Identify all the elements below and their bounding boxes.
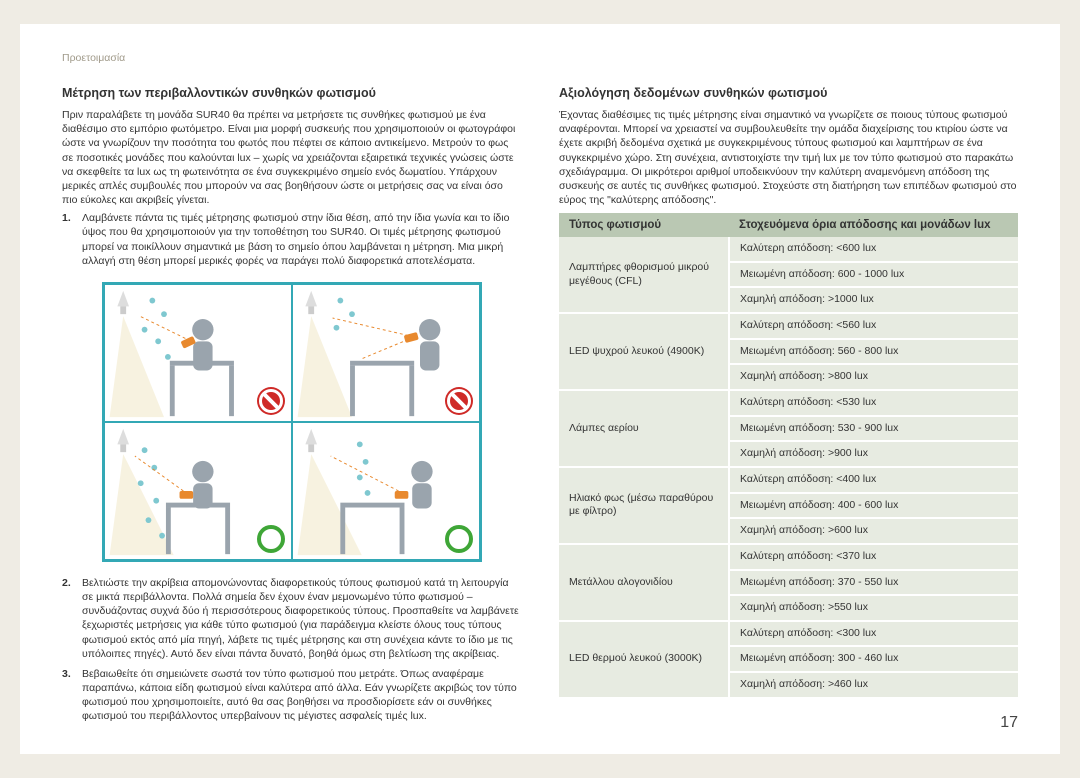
table-header-row: Τύπος φωτισμού Στοχευόμενα όρια απόδοσης… [559, 213, 1018, 237]
cell-range: Χαμηλή απόδοση: >600 lux [729, 518, 1018, 544]
list-item: 2. Βελτιώστε την ακρίβεια απομονώνοντας … [62, 576, 521, 661]
table-row: Λαμπτήρες φθορισμού μικρού μεγέθους (CFL… [559, 237, 1018, 262]
page: Προετοιμασία Μέτρηση των περιβαλλοντικών… [20, 24, 1060, 754]
approved-icon [445, 525, 473, 553]
cell-range: Καλύτερη απόδοση: <400 lux [729, 467, 1018, 493]
prohibited-icon [257, 387, 285, 415]
lux-table: Τύπος φωτισμού Στοχευόμενα όρια απόδοσης… [559, 213, 1018, 699]
left-intro: Πριν παραλάβετε τη μονάδα SUR40 θα πρέπε… [62, 108, 521, 207]
cell-range: Καλύτερη απόδοση: <600 lux [729, 237, 1018, 262]
cell-range: Καλύτερη απόδοση: <530 lux [729, 390, 1018, 416]
tips-list: 1. Λαμβάνετε πάντα τις τιμές μέτρησης φω… [62, 211, 521, 268]
diagram-cell-wrong-2 [292, 284, 480, 422]
table-row: Ηλιακό φως (μέσω παραθύρου με φίλτρο)Καλ… [559, 467, 1018, 493]
table-row: Λάμπες αερίουΚαλύτερη απόδοση: <530 lux [559, 390, 1018, 416]
cell-range: Μειωμένη απόδοση: 530 - 900 lux [729, 416, 1018, 442]
right-column: Αξιολόγηση δεδομένων συνθηκών φωτισμού Έ… [559, 86, 1018, 730]
item-text: Βεβαιωθείτε ότι σημειώνετε σωστά τον τύπ… [82, 667, 521, 724]
cell-type: Λάμπες αερίου [559, 390, 729, 467]
item-text: Βελτιώστε την ακρίβεια απομονώνοντας δια… [82, 576, 521, 661]
cell-type: Μετάλλου αλογονιδίου [559, 544, 729, 621]
left-heading: Μέτρηση των περιβαλλοντικών συνθηκών φωτ… [62, 86, 521, 100]
content-columns: Μέτρηση των περιβαλλοντικών συνθηκών φωτ… [62, 86, 1018, 730]
table-row: Μετάλλου αλογονιδίουΚαλύτερη απόδοση: <3… [559, 544, 1018, 570]
col-type: Τύπος φωτισμού [559, 213, 729, 237]
list-item: 1. Λαμβάνετε πάντα τις τιμές μέτρησης φω… [62, 211, 521, 268]
prohibited-icon [445, 387, 473, 415]
col-range: Στοχευόμενα όρια απόδοσης και μονάδων lu… [729, 213, 1018, 237]
cell-type: LED θερμού λευκού (3000K) [559, 621, 729, 698]
item-number: 1. [62, 211, 76, 268]
table-row: LED θερμού λευκού (3000K)Καλύτερη απόδοσ… [559, 621, 1018, 647]
cell-type: Ηλιακό φως (μέσω παραθύρου με φίλτρο) [559, 467, 729, 544]
cell-range: Μειωμένη απόδοση: 400 - 600 lux [729, 493, 1018, 519]
table-row: LED ψυχρού λευκού (4900K)Καλύτερη απόδοσ… [559, 313, 1018, 339]
cell-type: LED ψυχρού λευκού (4900K) [559, 313, 729, 390]
cell-range: Χαμηλή απόδοση: >550 lux [729, 595, 1018, 621]
cell-range: Χαμηλή απόδοση: >460 lux [729, 672, 1018, 698]
item-number: 3. [62, 667, 76, 724]
item-number: 2. [62, 576, 76, 661]
cell-range: Χαμηλή απόδοση: >1000 lux [729, 287, 1018, 313]
right-intro: Έχοντας διαθέσιμες τις τιμές μέτρησης εί… [559, 108, 1018, 207]
diagram-cell-correct-2 [292, 422, 480, 560]
right-heading: Αξιολόγηση δεδομένων συνθηκών φωτισμού [559, 86, 1018, 100]
page-number: 17 [1000, 714, 1018, 732]
breadcrumb: Προετοιμασία [62, 52, 1018, 64]
cell-range: Μειωμένη απόδοση: 560 - 800 lux [729, 339, 1018, 365]
list-item: 3. Βεβαιωθείτε ότι σημειώνετε σωστά τον … [62, 667, 521, 724]
item-text: Λαμβάνετε πάντα τις τιμές μέτρησης φωτισ… [82, 211, 521, 268]
cell-range: Χαμηλή απόδοση: >900 lux [729, 441, 1018, 467]
diagram-container [62, 282, 521, 562]
cell-range: Μειωμένη απόδοση: 300 - 460 lux [729, 646, 1018, 672]
left-column: Μέτρηση των περιβαλλοντικών συνθηκών φωτ… [62, 86, 521, 730]
cell-range: Καλύτερη απόδοση: <300 lux [729, 621, 1018, 647]
cell-range: Καλύτερη απόδοση: <370 lux [729, 544, 1018, 570]
cell-range: Καλύτερη απόδοση: <560 lux [729, 313, 1018, 339]
cell-range: Μειωμένη απόδοση: 600 - 1000 lux [729, 262, 1018, 288]
cell-range: Χαμηλή απόδοση: >800 lux [729, 364, 1018, 390]
tips-list-continued: 2. Βελτιώστε την ακρίβεια απομονώνοντας … [62, 576, 521, 724]
diagram-cell-wrong-1 [104, 284, 292, 422]
diagram-cell-correct-1 [104, 422, 292, 560]
cell-range: Μειωμένη απόδοση: 370 - 550 lux [729, 570, 1018, 596]
measurement-diagram [102, 282, 482, 562]
cell-type: Λαμπτήρες φθορισμού μικρού μεγέθους (CFL… [559, 237, 729, 313]
approved-icon [257, 525, 285, 553]
